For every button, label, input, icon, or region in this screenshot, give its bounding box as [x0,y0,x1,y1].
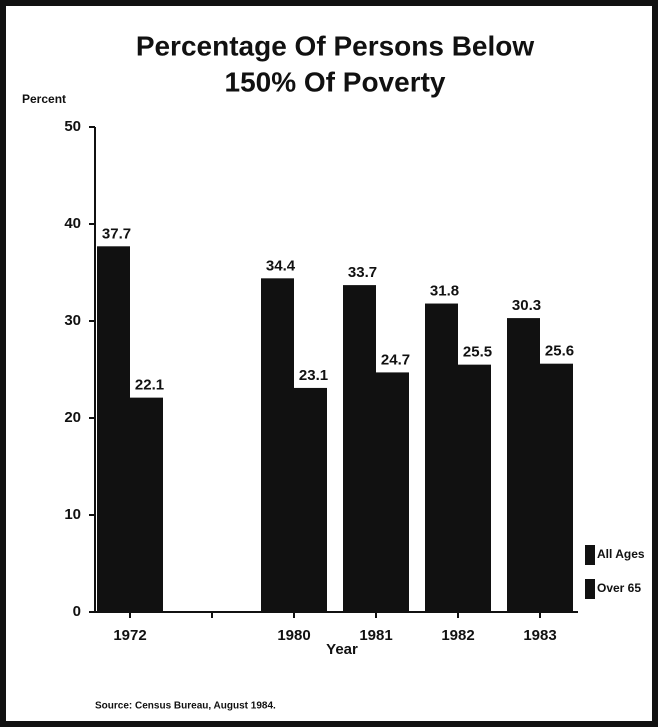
bar [425,303,458,612]
chart-title: Percentage Of Persons Below [136,30,535,61]
chart-title: 150% Of Poverty [225,66,446,97]
data-label: 23.1 [299,367,328,384]
legend-label: Over 65 [597,581,641,595]
source-note: Source: Census Bureau, August 1984. [95,701,276,712]
y-tick-label: 10 [64,506,81,523]
bar [294,387,327,612]
data-label: 31.8 [430,283,459,300]
x-tick-label: 1980 [277,627,310,644]
y-tick-label: 30 [64,312,81,329]
data-label: 22.1 [135,377,164,394]
x-axis-label: Year [326,641,358,658]
bar [507,318,540,612]
x-tick-label: 1981 [359,627,392,644]
data-label: 25.5 [463,344,492,361]
bar [261,278,294,612]
y-tick-label: 20 [64,409,81,426]
y-axis-label: Percent [22,92,66,106]
x-tick-label: 1983 [523,627,556,644]
x-tick-label: 1982 [441,627,474,644]
bar [97,246,130,612]
y-tick-label: 50 [64,118,81,135]
bar [376,372,409,612]
data-label: 25.6 [545,343,574,360]
bar [130,397,163,612]
x-tick-label: 1972 [113,627,146,644]
legend-swatch [585,545,595,565]
data-label: 30.3 [512,297,541,314]
bar [540,363,573,612]
y-tick-label: 40 [64,215,81,232]
data-label: 33.7 [348,264,377,281]
y-tick-label: 0 [73,603,81,620]
legend-label: All Ages [597,547,645,561]
bar [458,364,491,612]
bar [343,285,376,612]
legend-swatch [585,579,595,599]
data-label: 24.7 [381,351,410,368]
data-label: 37.7 [102,225,131,242]
data-label: 34.4 [266,257,296,274]
